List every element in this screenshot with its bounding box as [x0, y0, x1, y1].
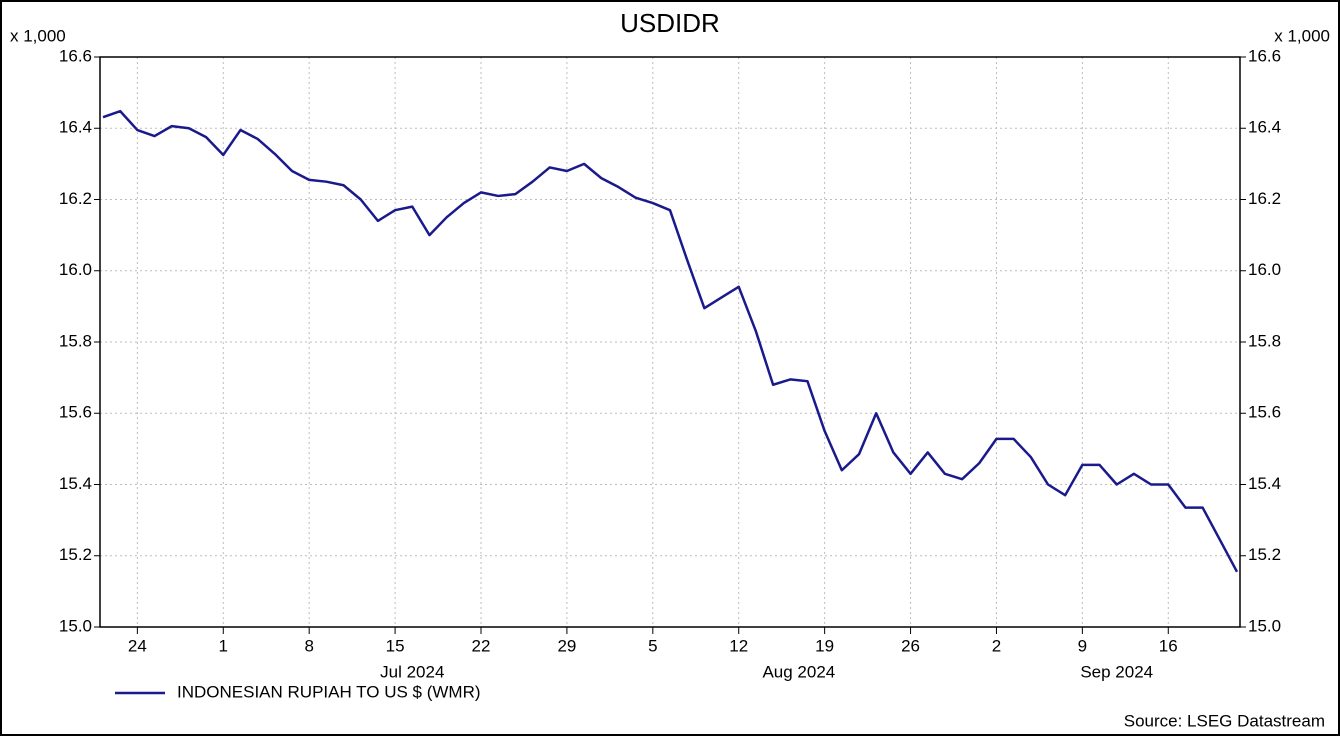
month-label: Jul 2024 [380, 662, 444, 681]
y2-tick-label: 16.4 [1248, 118, 1281, 137]
y-tick-label: 16.4 [59, 118, 92, 137]
y2-unit: x 1,000 [1274, 26, 1330, 45]
x-tick-label: 29 [557, 636, 576, 655]
x-tick-label: 16 [1159, 636, 1178, 655]
y2-tick-label: 16.0 [1248, 260, 1281, 279]
y-tick-label: 15.2 [59, 545, 92, 564]
y2-tick-label: 15.6 [1248, 403, 1281, 422]
source: Source: LSEG Datastream [1124, 711, 1325, 730]
marks [102, 109, 1239, 573]
x-tick-label: 26 [901, 636, 920, 655]
y2-tick-label: 16.2 [1248, 189, 1281, 208]
x-tick-label: 24 [128, 636, 147, 655]
y2-tick-label: 15.4 [1248, 474, 1281, 493]
y-tick-label: 15.0 [59, 616, 92, 635]
x-tick-label: 12 [729, 636, 748, 655]
y-tick-label: 16.0 [59, 260, 92, 279]
y-tick-label: 15.4 [59, 474, 92, 493]
x-tick-label: 15 [386, 636, 405, 655]
legend-label: INDONESIAN RUPIAH TO US $ (WMR) [177, 682, 481, 701]
series-line [102, 109, 1239, 573]
x-tick-label: 5 [648, 636, 657, 655]
y2-tick-label: 15.2 [1248, 545, 1281, 564]
y-tick-label: 16.2 [59, 189, 92, 208]
grid [100, 56, 1240, 628]
x-tick-label: 2 [992, 636, 1001, 655]
x-tick-label: 9 [1078, 636, 1087, 655]
y2-tick-label: 16.6 [1248, 46, 1281, 65]
month-label: Sep 2024 [1080, 662, 1153, 681]
x-tick-label: 19 [815, 636, 834, 655]
y-tick-label: 16.6 [59, 46, 92, 65]
x-tick-label: 22 [472, 636, 491, 655]
y2-tick-label: 15.8 [1248, 331, 1281, 350]
y-tick-label: 15.8 [59, 331, 92, 350]
y-tick-label: 15.6 [59, 403, 92, 422]
y-unit: x 1,000 [10, 26, 66, 45]
month-label: Aug 2024 [762, 662, 835, 681]
chart-title: USDIDR [620, 8, 720, 38]
x-tick-label: 1 [219, 636, 228, 655]
x-tick-label: 8 [304, 636, 313, 655]
y2-tick-label: 15.0 [1248, 616, 1281, 635]
